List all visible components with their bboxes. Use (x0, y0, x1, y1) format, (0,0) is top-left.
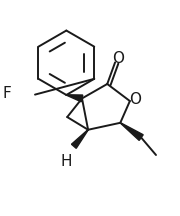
Text: O: O (112, 51, 124, 66)
Polygon shape (71, 130, 88, 148)
Polygon shape (66, 95, 83, 102)
Text: O: O (129, 92, 141, 107)
Text: F: F (3, 86, 12, 100)
Text: H: H (61, 154, 72, 169)
Polygon shape (120, 123, 143, 140)
